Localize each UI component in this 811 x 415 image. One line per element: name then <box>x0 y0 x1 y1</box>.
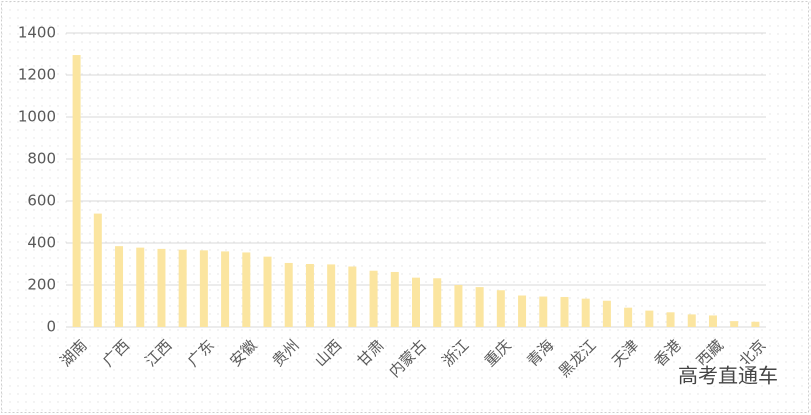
bar <box>539 296 548 327</box>
y-tick-label: 1400 <box>18 24 56 42</box>
bar <box>645 310 654 327</box>
bar <box>708 315 717 327</box>
bar <box>178 249 187 327</box>
bar <box>327 264 336 327</box>
y-tick-label: 0 <box>46 318 56 336</box>
bar <box>199 250 208 327</box>
bar <box>433 278 442 327</box>
bar <box>751 321 760 327</box>
bar <box>157 248 166 327</box>
bar <box>496 290 505 327</box>
watermark: 高考直通车 <box>678 364 778 388</box>
bar <box>560 296 569 327</box>
y-tick-label: 1000 <box>18 108 56 126</box>
bar <box>93 213 102 327</box>
bar <box>454 285 463 327</box>
bar <box>412 277 420 327</box>
bar <box>242 252 251 327</box>
bar <box>284 262 293 327</box>
bar <box>390 271 399 327</box>
y-tick-label: 1200 <box>18 66 56 84</box>
bar <box>221 251 230 327</box>
y-tick-label: 400 <box>27 234 56 252</box>
bar <box>136 247 145 327</box>
bar <box>666 312 675 327</box>
bar <box>624 307 633 327</box>
bar <box>305 264 314 327</box>
bar <box>730 321 739 327</box>
bar <box>348 266 357 327</box>
bar <box>475 287 484 327</box>
bar <box>72 55 81 328</box>
bar <box>687 314 696 327</box>
y-tick-label: 600 <box>27 192 56 210</box>
bar <box>369 270 378 327</box>
y-tick-label: 200 <box>27 276 56 294</box>
bar <box>115 246 124 327</box>
bar <box>518 295 527 327</box>
bar <box>263 256 272 327</box>
bar <box>581 298 590 327</box>
y-tick-label: 800 <box>27 150 56 168</box>
bar <box>602 300 611 327</box>
